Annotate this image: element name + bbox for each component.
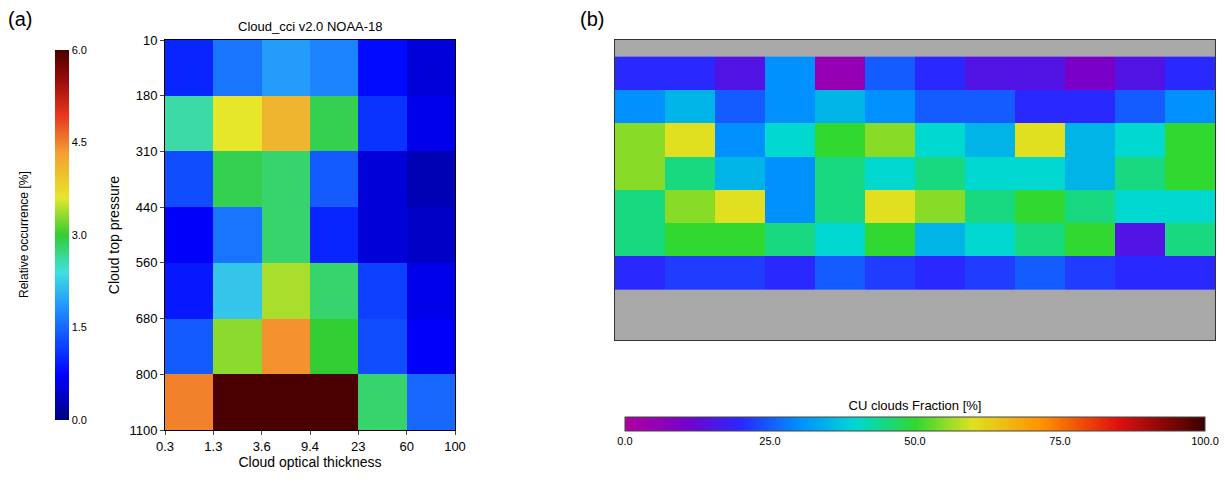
svg-text:1100: 1100 — [129, 423, 157, 438]
svg-text:Relative occurrence [%]: Relative occurrence [%] — [17, 171, 31, 298]
svg-text:310: 310 — [136, 144, 158, 159]
svg-text:10: 10 — [143, 33, 157, 48]
svg-text:(b): (b) — [580, 8, 604, 30]
svg-text:3.0: 3.0 — [72, 229, 87, 241]
svg-text:CU clouds Fraction [%]: CU clouds Fraction [%] — [849, 398, 982, 413]
svg-text:Cloud top pressure: Cloud top pressure — [106, 176, 122, 295]
svg-text:4.5: 4.5 — [72, 136, 87, 148]
svg-text:560: 560 — [136, 255, 158, 270]
svg-text:Cloud optical thickness: Cloud optical thickness — [238, 454, 381, 470]
svg-text:6.0: 6.0 — [72, 44, 87, 56]
svg-text:9.4: 9.4 — [301, 439, 319, 454]
svg-text:50.0: 50.0 — [904, 435, 925, 447]
svg-text:680: 680 — [136, 311, 158, 326]
svg-text:180: 180 — [136, 88, 158, 103]
svg-text:0.0: 0.0 — [72, 414, 87, 426]
svg-text:75.0: 75.0 — [1049, 435, 1070, 447]
svg-text:3.6: 3.6 — [253, 439, 271, 454]
svg-text:1.3: 1.3 — [204, 439, 222, 454]
svg-text:25.0: 25.0 — [759, 435, 780, 447]
svg-text:100.0: 100.0 — [1191, 435, 1219, 447]
svg-text:0.3: 0.3 — [156, 439, 174, 454]
svg-text:0.0: 0.0 — [617, 435, 632, 447]
svg-text:800: 800 — [136, 367, 158, 382]
svg-text:440: 440 — [136, 200, 158, 215]
svg-text:60: 60 — [399, 439, 413, 454]
svg-text:23: 23 — [351, 439, 365, 454]
svg-text:(a): (a) — [8, 8, 32, 30]
svg-text:100: 100 — [444, 439, 466, 454]
svg-text:Cloud_cci v2.0 NOAA-18: Cloud_cci v2.0 NOAA-18 — [238, 19, 383, 34]
svg-text:1.5: 1.5 — [72, 321, 87, 333]
